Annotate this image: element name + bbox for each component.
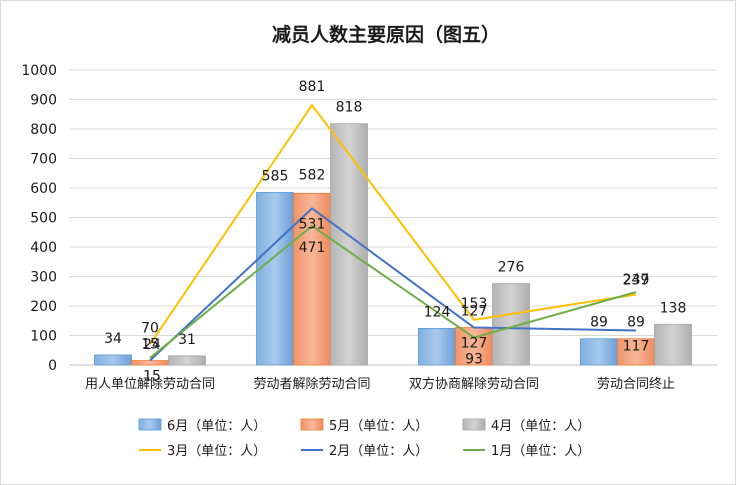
- line-data-label: 15: [143, 369, 161, 385]
- legend-label: 3月（单位：人）: [167, 444, 266, 459]
- legend-label: 6月（单位：人）: [167, 419, 266, 434]
- bar-1-2: [256, 192, 294, 366]
- y-tick-label: 200: [30, 299, 57, 315]
- line-data-label: 153: [461, 296, 488, 312]
- bar-data-label: 138: [660, 300, 687, 316]
- y-tick-label: 1000: [21, 63, 57, 79]
- line-series-3: [149, 225, 637, 359]
- bar-data-label: 818: [336, 100, 363, 116]
- bar-data-label: 124: [424, 304, 451, 320]
- y-tick-label: 500: [30, 211, 57, 227]
- line-data-label: 239: [623, 272, 650, 288]
- bar-data-label: 15: [141, 337, 159, 353]
- chart-title: 减员人数主要原因（图五）: [272, 23, 500, 46]
- bar-3-4: [654, 323, 692, 366]
- labels-layer: 34 585 124 89 15 582 127 89 31 818 276 138 70 881 153 2…: [104, 79, 686, 384]
- y-tick-label: 800: [30, 122, 57, 138]
- y-tick-label: 700: [30, 152, 57, 168]
- bar-2-1: [131, 360, 169, 366]
- bar-data-label: 34: [104, 331, 122, 347]
- legend-label: 5月（单位：人）: [329, 419, 428, 434]
- y-tick-label: 900: [30, 93, 57, 109]
- line-data-label: 471: [299, 240, 326, 256]
- legend: 6月（单位：人） 5月（单位：人） 4月（单位：人） 3月（单位：人） 2月（单位：人）…: [138, 418, 590, 459]
- bar-data-label: 89: [590, 315, 608, 331]
- line-data-label: 70: [141, 320, 159, 336]
- line-data-label: 24: [143, 337, 161, 353]
- line-data-label: 127: [461, 336, 488, 352]
- bar-3-1: [168, 355, 206, 366]
- y-tick-label: 600: [30, 181, 57, 197]
- bar-1-4: [580, 338, 618, 366]
- bar-1-1: [94, 354, 132, 366]
- line-series-1: [149, 104, 637, 345]
- x-tick-label: 劳动者解除劳动合同: [253, 376, 370, 392]
- bar-data-label: 585: [262, 168, 289, 184]
- legend-swatch: [138, 418, 162, 431]
- bar-data-label: 31: [178, 332, 196, 348]
- bar-data-label: 127: [461, 304, 488, 320]
- x-tick-label: 劳动合同终止: [597, 376, 675, 392]
- x-tick-label: 双方协商解除劳动合同: [409, 376, 539, 392]
- line-data-label: 881: [299, 79, 326, 95]
- line-data-label: 247: [623, 272, 650, 288]
- legend-swatch: [462, 418, 486, 431]
- bar-3-3: [492, 283, 530, 366]
- bar-data-label: 89: [627, 315, 645, 331]
- bar-data-label: 276: [498, 260, 525, 276]
- legend-label: 1月（单位：人）: [491, 444, 590, 459]
- legend-label: 4月（单位：人）: [491, 419, 590, 434]
- legend-swatch: [300, 418, 324, 431]
- bar-1-3: [418, 328, 456, 366]
- lines-layer: [149, 104, 637, 362]
- x-tick-label: 用人单位解除劳动合同: [85, 376, 215, 392]
- legend-label: 2月（单位：人）: [329, 444, 428, 459]
- y-tick-label: 0: [48, 358, 57, 374]
- line-series-2: [149, 207, 637, 362]
- bar-2-2: [293, 192, 331, 366]
- line-data-label: 93: [465, 352, 483, 368]
- y-tick-label: 100: [30, 329, 57, 345]
- bar-data-label: 582: [299, 167, 326, 183]
- y-tick-label: 400: [30, 240, 57, 256]
- bars-layer: [94, 123, 692, 366]
- line-data-label: 531: [299, 216, 326, 232]
- line-data-label: 117: [623, 338, 650, 354]
- y-tick-label: 300: [30, 270, 57, 286]
